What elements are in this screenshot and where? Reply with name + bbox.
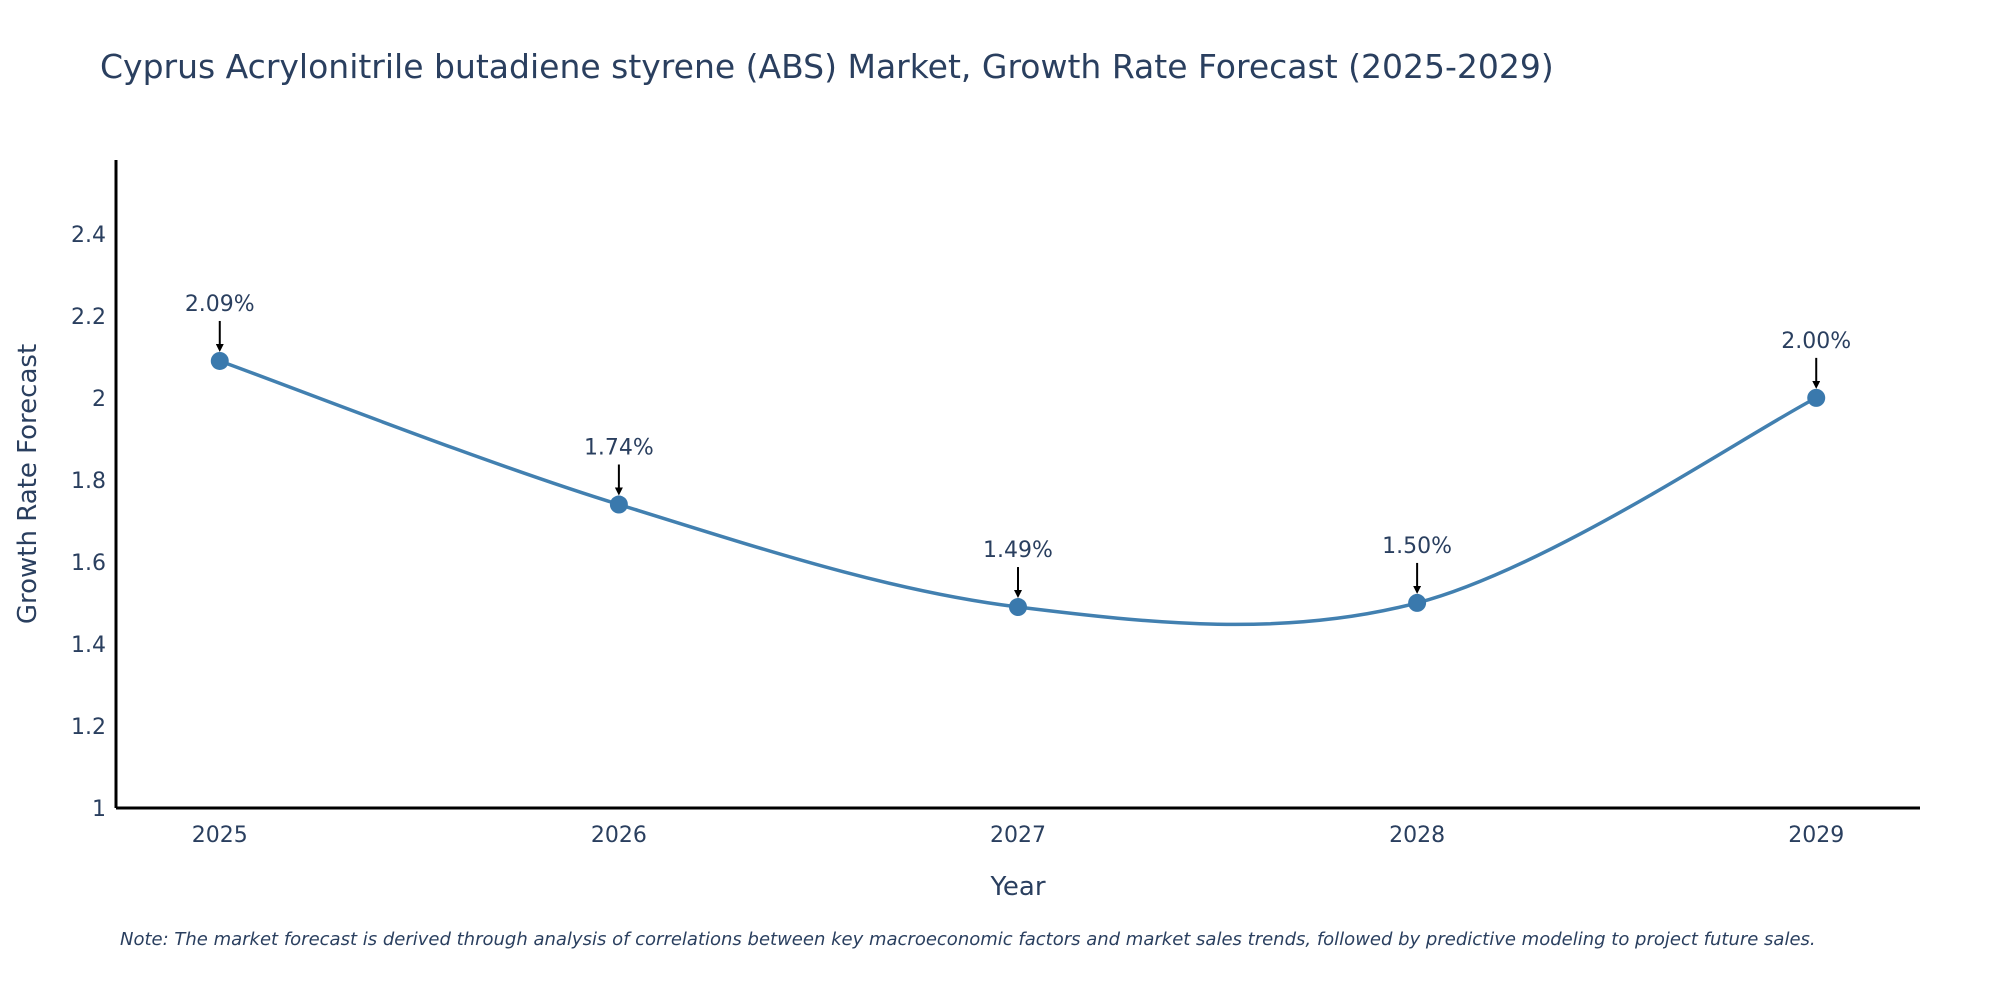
data-label: 2.00% (1781, 329, 1851, 354)
chart-note: Note: The market forecast is derived thr… (120, 929, 1816, 950)
data-point (609, 495, 628, 514)
x-tick-label: 2029 (1788, 823, 1844, 848)
y-tick-label: 2.2 (71, 305, 106, 330)
data-annotations: 2.09% 1.74% 1.49% 1.50% 2.00% (185, 292, 1851, 599)
y-tick-label: 2 (92, 387, 106, 412)
x-axis-ticks: 2025 2026 2027 2028 2029 (192, 823, 1844, 848)
y-tick-label: 1.4 (71, 633, 106, 658)
y-axis-title: Growth Rate Forecast (13, 344, 43, 624)
x-axis-title: Year (989, 872, 1045, 902)
data-label: 1.74% (584, 436, 654, 461)
data-point (1807, 388, 1826, 407)
data-point (1408, 593, 1427, 612)
x-tick-label: 2026 (591, 823, 647, 848)
x-tick-label: 2025 (192, 823, 248, 848)
x-tick-label: 2028 (1389, 823, 1445, 848)
data-point (210, 351, 229, 370)
y-tick-label: 1.8 (71, 469, 106, 494)
data-label: 1.50% (1382, 534, 1452, 559)
y-axis-ticks: 1 1.2 1.4 1.6 1.8 2 2.2 2.4 (71, 223, 106, 822)
y-tick-label: 2.4 (71, 223, 106, 248)
y-tick-label: 1.2 (71, 715, 106, 740)
data-point (1009, 598, 1027, 617)
x-tick-label: 2027 (990, 823, 1046, 848)
y-tick-label: 1 (92, 797, 106, 822)
series-points (210, 351, 1826, 617)
data-label: 1.49% (983, 538, 1053, 563)
y-tick-label: 1.6 (71, 551, 106, 576)
data-label: 2.09% (185, 292, 255, 317)
chart-title: Cyprus Acrylonitrile butadiene styrene (… (100, 47, 1554, 86)
